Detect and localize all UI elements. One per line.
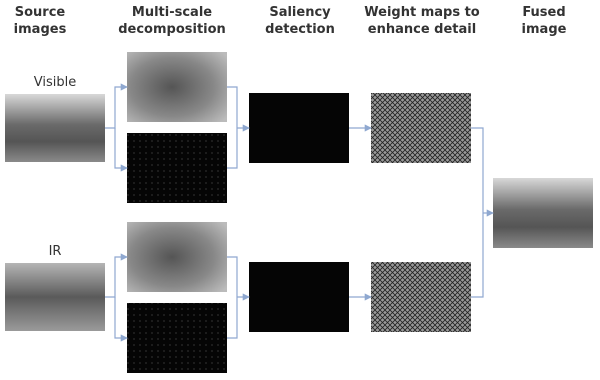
- weight-map: [371, 262, 471, 332]
- fused-image: [493, 178, 593, 248]
- images: [5, 52, 593, 373]
- arrows: [105, 83, 493, 342]
- base-layer: [127, 52, 227, 122]
- saliency-map: [249, 93, 349, 163]
- saliency-map: [249, 262, 349, 332]
- header: Weight maps to: [364, 5, 480, 20]
- header: Source: [15, 5, 66, 20]
- ir-image: [5, 263, 105, 331]
- header: Saliency: [269, 5, 331, 20]
- detail-layer: [127, 133, 227, 203]
- header: Fused: [522, 5, 565, 20]
- header: images: [14, 22, 67, 37]
- arrow: [105, 253, 128, 298]
- base-layer: [127, 222, 227, 292]
- header: detection: [265, 22, 335, 37]
- label-ir: IR: [49, 244, 62, 259]
- arrow: [471, 127, 493, 298]
- detail-layer: [127, 303, 227, 373]
- arrow: [105, 83, 128, 129]
- column-headers: Source images Multi-scale decomposition …: [14, 5, 567, 37]
- header: enhance detail: [368, 22, 476, 37]
- arrow: [227, 86, 249, 169]
- header: Multi-scale: [132, 5, 212, 20]
- visible-image: [5, 94, 105, 162]
- arrow: [114, 297, 128, 342]
- arrow: [227, 256, 249, 339]
- label-visible: Visible: [34, 75, 76, 90]
- header: image: [522, 22, 567, 37]
- arrow: [114, 128, 128, 172]
- weight-map: [371, 93, 471, 163]
- header: decomposition: [118, 22, 226, 37]
